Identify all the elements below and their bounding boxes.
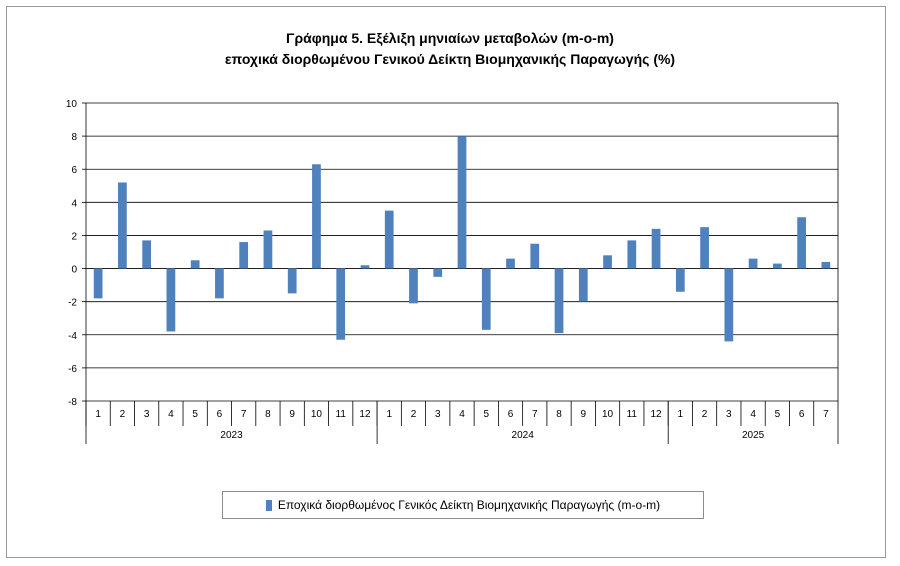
x-tick-label: 4 bbox=[459, 409, 465, 420]
x-tick-label: 9 bbox=[581, 409, 587, 420]
bar bbox=[554, 268, 564, 334]
bar bbox=[360, 265, 370, 269]
chart-subtitle: εποχικά διορθωμένου Γενικού Δείκτη Βιομη… bbox=[224, 51, 676, 67]
x-tick-label: 4 bbox=[750, 409, 756, 420]
x-tick-label: 8 bbox=[556, 409, 562, 420]
bar bbox=[336, 268, 346, 340]
legend-swatch bbox=[265, 499, 272, 511]
y-tick-label: 2 bbox=[71, 231, 77, 242]
x-tick-label: 10 bbox=[311, 409, 323, 420]
bar bbox=[409, 268, 418, 304]
x-tick-label: 3 bbox=[726, 409, 732, 420]
bar bbox=[287, 268, 297, 294]
x-tick-label: 7 bbox=[823, 409, 829, 420]
bar bbox=[312, 164, 321, 269]
bar bbox=[433, 268, 443, 277]
bar bbox=[190, 260, 200, 269]
y-tick-label: -6 bbox=[68, 364, 77, 375]
x-tick-label: 9 bbox=[289, 409, 295, 420]
bar bbox=[142, 240, 152, 269]
bar bbox=[578, 268, 588, 302]
bar bbox=[215, 268, 224, 299]
bar bbox=[651, 228, 661, 269]
bar bbox=[627, 240, 637, 269]
bar bbox=[118, 182, 127, 269]
bar bbox=[797, 217, 806, 269]
bar bbox=[457, 136, 467, 269]
bar bbox=[603, 255, 612, 269]
x-tick-label: 3 bbox=[144, 409, 150, 420]
y-tick-label: 6 bbox=[71, 165, 77, 176]
bar bbox=[263, 230, 273, 269]
y-tick-label: -8 bbox=[68, 397, 77, 408]
x-tick-label: 2 bbox=[411, 409, 417, 420]
x-tick-label: 12 bbox=[651, 409, 663, 420]
year-label: 2025 bbox=[742, 430, 765, 441]
bar bbox=[530, 243, 540, 269]
bar bbox=[481, 268, 491, 330]
bar bbox=[166, 268, 176, 332]
x-tick-label: 5 bbox=[775, 409, 781, 420]
x-tick-label: 1 bbox=[386, 409, 392, 420]
y-tick-label: 4 bbox=[71, 198, 77, 209]
legend-label: Εποχικά διορθωμένος Γενικός Δείκτη Βιομη… bbox=[277, 498, 661, 512]
y-tick-label: 8 bbox=[71, 132, 77, 143]
bar bbox=[506, 258, 515, 269]
x-tick-label: 11 bbox=[627, 409, 638, 420]
year-label: 2023 bbox=[220, 430, 243, 441]
x-tick-label: 12 bbox=[359, 409, 371, 420]
x-tick-label: 2 bbox=[702, 409, 708, 420]
x-tick-label: 2 bbox=[120, 409, 126, 420]
bar bbox=[239, 242, 249, 269]
year-label: 2024 bbox=[512, 430, 535, 441]
bar bbox=[772, 263, 782, 269]
y-tick-label: -4 bbox=[68, 331, 77, 342]
x-tick-label: 7 bbox=[532, 409, 538, 420]
chart-title: Γράφημα 5. Εξέλιξη μηνιαίων μεταβολών (m… bbox=[286, 30, 614, 46]
bar bbox=[93, 268, 103, 299]
x-tick-label: 7 bbox=[241, 409, 247, 420]
x-tick-label: 8 bbox=[265, 409, 271, 420]
x-tick-label: 6 bbox=[799, 409, 805, 420]
y-tick-label: 0 bbox=[71, 265, 77, 276]
bar bbox=[821, 261, 831, 269]
bar bbox=[724, 268, 734, 342]
x-tick-label: 6 bbox=[217, 409, 223, 420]
chart-frame bbox=[6, 6, 886, 558]
x-tick-label: 5 bbox=[483, 409, 489, 420]
x-tick-label: 3 bbox=[435, 409, 441, 420]
x-tick-label: 10 bbox=[602, 409, 614, 420]
bar bbox=[748, 258, 758, 269]
bar bbox=[384, 210, 394, 269]
x-tick-label: 5 bbox=[192, 409, 198, 420]
bar bbox=[700, 227, 709, 269]
bar bbox=[675, 268, 685, 292]
legend: Εποχικά διορθωμένος Γενικός Δείκτη Βιομη… bbox=[222, 491, 704, 519]
y-tick-label: 10 bbox=[66, 99, 78, 110]
x-tick-label: 1 bbox=[95, 409, 101, 420]
x-tick-label: 6 bbox=[508, 409, 514, 420]
x-tick-label: 1 bbox=[678, 409, 684, 420]
x-tick-label: 4 bbox=[168, 409, 174, 420]
y-tick-label: -2 bbox=[68, 298, 77, 309]
x-tick-label: 11 bbox=[336, 409, 347, 420]
